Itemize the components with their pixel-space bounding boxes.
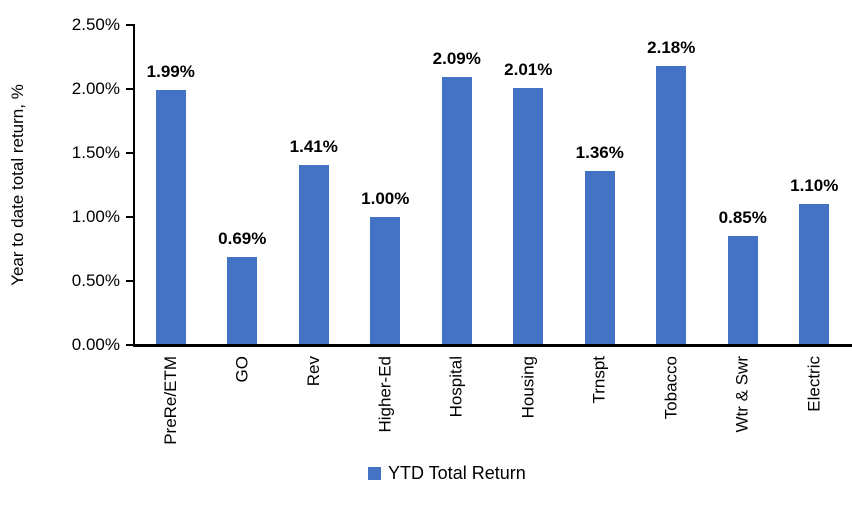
y-tick-mark [126,344,133,346]
bar-electric [799,204,830,345]
y-tick-mark [126,152,133,154]
y-tick-label: 1.50% [71,143,120,162]
data-label: 2.18% [647,37,696,57]
data-label: 0.85% [718,208,767,228]
data-label: 1.41% [289,136,338,156]
x-category-label: Electric [804,356,824,412]
x-axis-line [133,344,852,347]
y-tick-mark [126,216,133,218]
data-label: 0.69% [218,228,267,248]
legend: YTD Total Return [368,464,526,483]
bar-trnspt [584,170,615,345]
y-tick-label: 0.00% [71,335,120,354]
data-label: 1.10% [790,176,839,196]
y-axis-title: Year to date total return, % [8,84,28,286]
x-category-label: Trnspt [589,356,609,404]
y-tick-mark [126,88,133,90]
y-tick-label: 2.50% [71,15,120,34]
x-category-label: Rev [303,356,323,387]
data-label: 2.09% [432,49,481,69]
bar-hospital [441,77,472,345]
legend-label: YTD Total Return [388,463,526,483]
x-category-label: Higher-Ed [375,356,395,433]
x-category-label: Hospital [446,356,466,418]
y-axis-title-container: Year to date total return, % [0,25,36,345]
data-label: 1.99% [146,62,195,82]
y-tick-label: 2.00% [71,79,120,98]
bar-housing [513,87,544,345]
legend-swatch-ytd-total-return [368,467,381,480]
bar-tobacco [656,65,687,345]
x-category-label: Tobacco [661,356,681,420]
y-tick-mark [126,280,133,282]
y-tick-label: 1.00% [71,207,120,226]
bar-prere-etm [155,90,186,345]
x-category-label: PreRe/ETM [160,356,180,445]
y-tick-mark [126,24,133,26]
data-label: 1.00% [361,189,410,208]
x-category-label: Housing [518,356,538,419]
bar-wtr-swr [727,236,758,345]
x-category-label: GO [232,356,252,383]
bar-higher-ed [370,217,401,345]
data-label: 1.36% [575,142,624,162]
bar-go [227,256,258,345]
y-tick-label: 0.50% [71,271,120,290]
x-category-label: Wtr & Swr [732,356,752,433]
bar-rev [298,164,329,345]
data-label: 2.01% [504,59,553,79]
y-axis-line [133,24,135,346]
